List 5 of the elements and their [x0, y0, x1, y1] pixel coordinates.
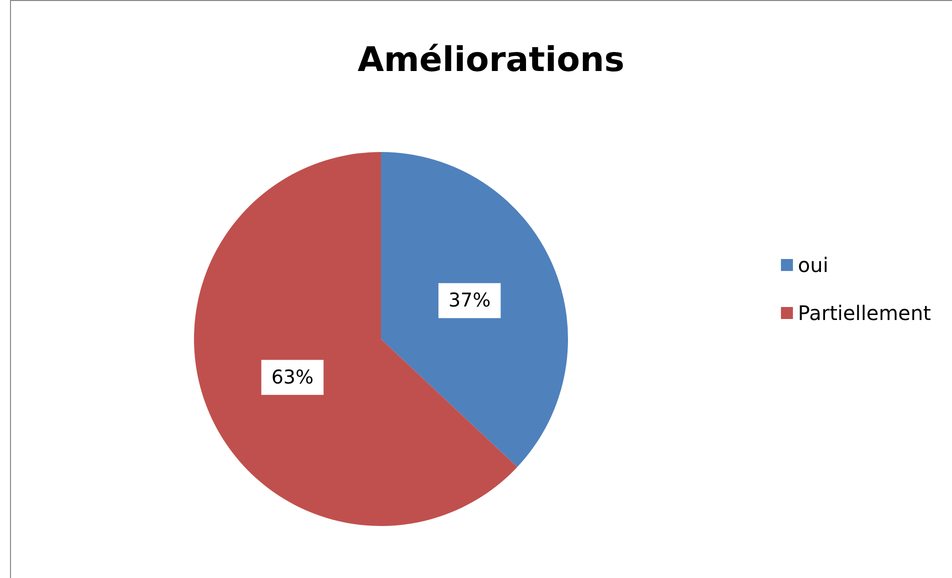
data-label: 37%: [448, 290, 491, 312]
data-label: 63%: [271, 366, 314, 388]
legend-label: Partiellement: [798, 301, 932, 325]
chart-title: Améliorations: [358, 40, 624, 80]
legend-label: oui: [798, 253, 828, 277]
